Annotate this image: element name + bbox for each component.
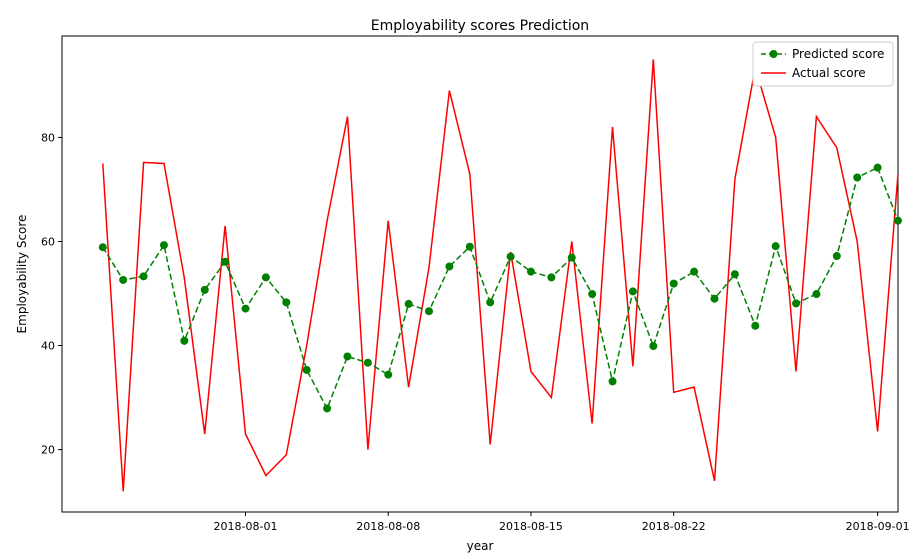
predicted-score-point [649, 342, 658, 351]
predicted-score-point [343, 352, 352, 361]
predicted-score-point [506, 252, 515, 261]
x-tick-label: 2018-08-08 [356, 520, 420, 533]
y-tick-label: 60 [41, 235, 55, 248]
predicted-score-point [425, 307, 434, 316]
predicted-score-point [180, 336, 189, 345]
predicted-score-point [628, 287, 637, 296]
predicted-score-point [445, 262, 454, 271]
predicted-score-point [139, 272, 148, 281]
predicted-score-point [302, 365, 311, 374]
predicted-score-point [710, 294, 719, 303]
predicted-score-point [200, 285, 209, 294]
legend-predicted-label: Predicted score [792, 47, 884, 61]
predicted-score-point [261, 273, 270, 282]
predicted-score-point [832, 252, 841, 261]
predicted-score-point [221, 257, 230, 266]
predicted-score-point [771, 242, 780, 251]
x-tick-label: 2018-08-22 [642, 520, 706, 533]
predicted-score-point [853, 173, 862, 182]
predicted-score-point [690, 267, 699, 276]
predicted-score-line [102, 166, 899, 411]
x-axis: 2018-08-01 2018-08-08 2018-08-15 2018-08-22… [214, 512, 910, 533]
series-layer [98, 59, 902, 492]
y-tick-label: 80 [41, 131, 55, 144]
predicted-score-point [669, 279, 678, 288]
y-tick-label: 20 [41, 444, 55, 457]
x-tick-label: 2018-09-01 [846, 520, 910, 533]
x-tick-label: 2018-08-01 [214, 520, 278, 533]
predicted-score-point [547, 273, 556, 282]
predicted-score-point [730, 270, 739, 279]
legend-box [752, 41, 894, 87]
predicted-score-point [363, 358, 372, 367]
predicted-score-point [792, 299, 801, 308]
x-tick-label: 2018-08-15 [499, 520, 563, 533]
legend-predicted-marker [769, 50, 778, 58]
predicted-score-point [465, 242, 474, 251]
predicted-score-point [873, 163, 882, 172]
plot-area [61, 35, 899, 513]
legend: Predicted score Actual score [752, 41, 894, 87]
predicted-score-point [894, 216, 902, 225]
predicted-score-point [119, 275, 128, 284]
predicted-score-point [526, 267, 535, 276]
predicted-score-point [98, 243, 107, 252]
actual-score-line [102, 59, 899, 492]
predicted-score-point [486, 298, 495, 307]
predicted-score-point [404, 299, 413, 308]
y-axis-label: Employability Score [15, 215, 29, 334]
predicted-score-point [241, 304, 250, 313]
predicted-score-point [567, 253, 576, 262]
predicted-score-point [751, 321, 760, 330]
predicted-score-point [608, 377, 617, 386]
y-axis: 20 40 60 80 [41, 131, 62, 457]
legend-actual-label: Actual score [792, 66, 866, 80]
predicted-score-point [323, 404, 332, 413]
predicted-score-point [282, 298, 291, 307]
predicted-score-point [812, 290, 821, 299]
predicted-score-point [588, 290, 597, 299]
predicted-score-point [384, 370, 393, 379]
chart-title: Employability scores Prediction [371, 18, 589, 34]
x-axis-label: year [467, 539, 494, 553]
y-tick-label: 40 [41, 340, 55, 353]
predicted-score-point [159, 241, 168, 250]
